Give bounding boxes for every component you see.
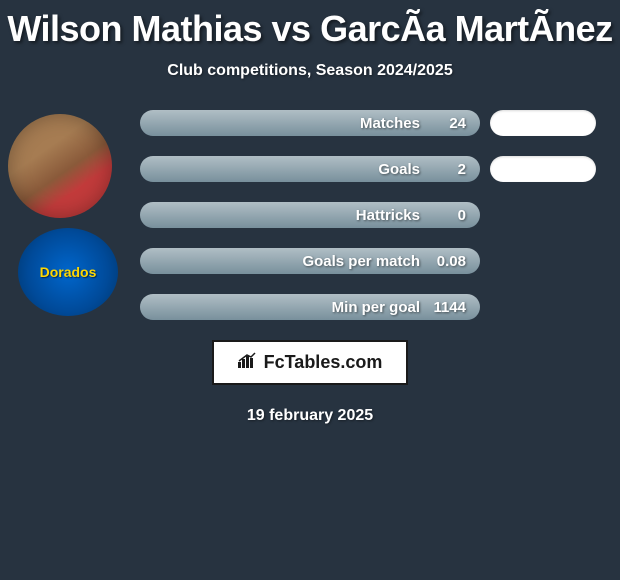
- stat-label: Goals per match: [140, 248, 420, 274]
- stat-value: 2: [458, 156, 466, 182]
- footer: FcTables.com 19 february 2025: [0, 340, 620, 425]
- chart-icon: [238, 352, 258, 373]
- stat-row: Goals per match 0.08: [140, 248, 620, 274]
- stat-label: Hattricks: [140, 202, 420, 228]
- stat-row: Goals 2: [140, 156, 620, 182]
- stat-value: 0.08: [437, 248, 466, 274]
- stat-bar-left: Goals per match 0.08: [140, 248, 480, 274]
- stat-bar-left: Matches 24: [140, 110, 480, 136]
- stat-row: Min per goal 1144: [140, 294, 620, 320]
- stat-value: 0: [458, 202, 466, 228]
- stat-bar-right: [490, 110, 596, 136]
- stat-bar-left: Hattricks 0: [140, 202, 480, 228]
- branding-badge: FcTables.com: [212, 340, 409, 385]
- stats-rows: Matches 24 Goals 2 Hattricks 0: [140, 110, 620, 320]
- stat-value: 1144: [433, 294, 466, 320]
- stat-bar-left: Goals 2: [140, 156, 480, 182]
- date: 19 february 2025: [0, 407, 620, 425]
- team-logo: Dorados: [18, 228, 118, 316]
- stat-row: Matches 24: [140, 110, 620, 136]
- player-avatar: [8, 114, 112, 218]
- stat-label: Min per goal: [140, 294, 420, 320]
- branding-text: FcTables.com: [264, 352, 383, 373]
- stat-label: Matches: [140, 110, 420, 136]
- stat-row: Hattricks 0: [140, 202, 620, 228]
- content-area: Dorados Matches 24 Goals 2 Hattricks 0: [0, 110, 620, 320]
- stat-bar-left: Min per goal 1144: [140, 294, 480, 320]
- page-title: Wilson Mathias vs GarcÃ­a MartÃ­nez: [0, 0, 620, 50]
- team-logo-text: Dorados: [40, 264, 97, 280]
- subtitle: Club competitions, Season 2024/2025: [0, 62, 620, 80]
- stat-label: Goals: [140, 156, 420, 182]
- stat-bar-right: [490, 156, 596, 182]
- stat-value: 24: [449, 110, 466, 136]
